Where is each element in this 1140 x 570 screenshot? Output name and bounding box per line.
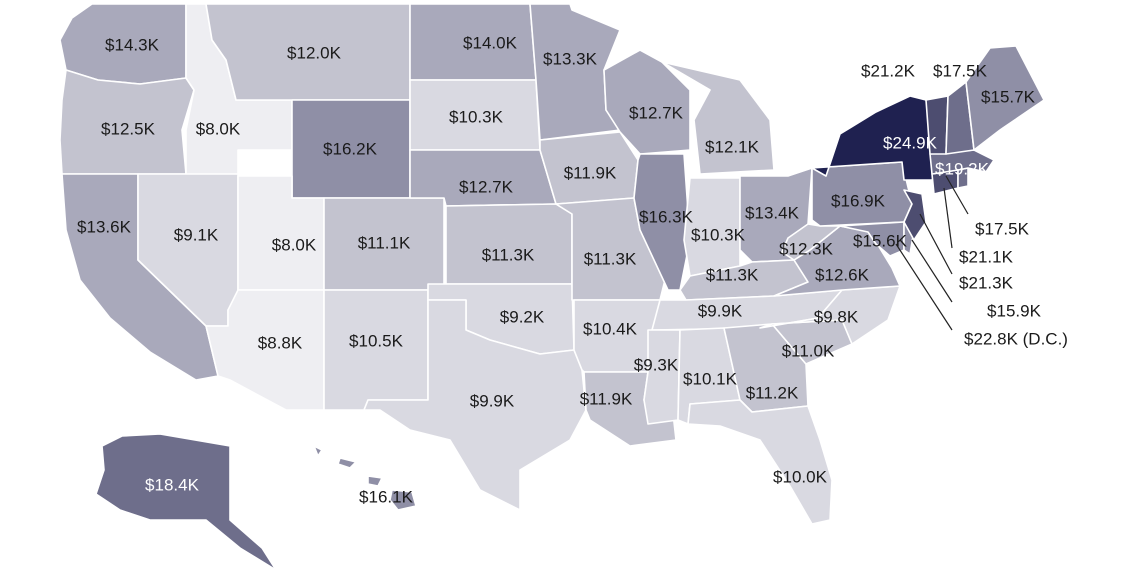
value-label-az: $8.8K xyxy=(258,333,303,352)
state-wi[interactable] xyxy=(603,49,691,155)
value-label-ca: $13.6K xyxy=(77,217,132,236)
value-label-ri: $17.5K xyxy=(975,219,1030,238)
callout-line-ri xyxy=(945,175,969,215)
value-label-me: $15.7K xyxy=(981,87,1036,106)
value-label-in: $10.3K xyxy=(691,225,746,244)
value-label-mi: $12.1K xyxy=(705,137,760,156)
value-label-il: $16.3K xyxy=(639,207,694,226)
state-wv[interactable] xyxy=(781,223,841,261)
value-label-nh: $17.5K xyxy=(933,61,988,80)
value-label-tn: $9.9K xyxy=(698,301,743,320)
value-label-or: $12.5K xyxy=(101,119,156,138)
value-labels: $14.3K $12.5K $13.6K $8.0K $9.1K $12.0K $16.2K… xyxy=(77,33,1068,506)
value-label-wa: $14.3K xyxy=(105,35,160,54)
state-il[interactable] xyxy=(633,153,691,291)
value-label-nj: $21.3K xyxy=(959,273,1014,292)
state-tx[interactable] xyxy=(363,299,587,511)
state-nc[interactable] xyxy=(759,285,901,345)
value-label-vt: $21.2K xyxy=(861,61,916,80)
value-label-ia: $11.9K xyxy=(564,163,617,182)
value-label-oh: $13.4K xyxy=(745,203,800,222)
value-label-pa: $16.9K xyxy=(831,191,886,210)
value-label-hi: $16.1K xyxy=(359,487,414,506)
value-label-ny: $24.9K xyxy=(883,133,938,152)
value-label-al: $10.1K xyxy=(683,369,738,388)
value-label-sc: $11.0K xyxy=(782,341,835,360)
value-label-nm: $10.5K xyxy=(349,331,404,350)
value-label-mo: $11.3K xyxy=(584,249,637,268)
value-label-mt: $12.0K xyxy=(287,43,342,62)
callout-lines xyxy=(895,175,969,331)
state-ak[interactable] xyxy=(95,433,277,570)
callout-line-ct xyxy=(943,187,953,249)
value-label-la: $11.9K xyxy=(580,389,633,408)
state-ks[interactable] xyxy=(445,203,573,285)
value-label-ok: $9.2K xyxy=(500,307,545,326)
value-label-mn: $13.3K xyxy=(543,49,598,68)
value-label-ks: $11.3K xyxy=(482,245,535,264)
callout-line-dc xyxy=(895,243,953,331)
callout-line-de xyxy=(911,239,953,303)
value-label-fl: $10.0K xyxy=(773,467,828,486)
state-nj[interactable] xyxy=(903,189,927,241)
value-label-ms: $9.3K xyxy=(634,355,679,374)
value-label-ut: $8.0K xyxy=(272,235,317,254)
value-label-va: $12.6K xyxy=(815,265,870,284)
state-ma[interactable] xyxy=(929,149,995,175)
value-label-wi: $12.7K xyxy=(629,103,684,122)
value-label-de: $15.9K xyxy=(987,301,1042,320)
state-me[interactable] xyxy=(965,45,1045,151)
value-label-ky: $11.3K xyxy=(706,265,759,284)
value-label-wy: $16.2K xyxy=(323,139,378,158)
value-label-co: $11.1K xyxy=(358,233,411,252)
value-label-wv: $12.3K xyxy=(779,239,834,258)
value-label-nv: $9.1K xyxy=(174,225,219,244)
value-label-sd: $10.3K xyxy=(449,107,504,126)
value-label-ga: $11.2K xyxy=(746,383,799,402)
value-label-ar: $10.4K xyxy=(583,319,638,338)
state-mi[interactable] xyxy=(661,61,775,175)
callout-line-nj xyxy=(919,213,953,275)
state-fl[interactable] xyxy=(687,399,833,525)
value-label-ak: $18.4K xyxy=(145,475,200,494)
value-label-ma: $19.2K xyxy=(935,159,990,178)
value-label-nc: $9.8K xyxy=(814,307,859,326)
value-label-ct: $21.1K xyxy=(959,247,1014,266)
value-label-id: $8.0K xyxy=(196,119,241,138)
value-label-dc: $22.8K (D.C.) xyxy=(964,329,1068,348)
state-ms[interactable] xyxy=(643,329,681,425)
state-or[interactable] xyxy=(59,69,195,175)
states-layer xyxy=(59,3,1045,570)
value-label-ne: $12.7K xyxy=(459,177,514,196)
state-hi[interactable] xyxy=(313,445,417,511)
value-label-nd: $14.0K xyxy=(463,33,518,52)
value-label-tx: $9.9K xyxy=(470,391,515,410)
value-label-md: $15.6K xyxy=(853,231,908,250)
